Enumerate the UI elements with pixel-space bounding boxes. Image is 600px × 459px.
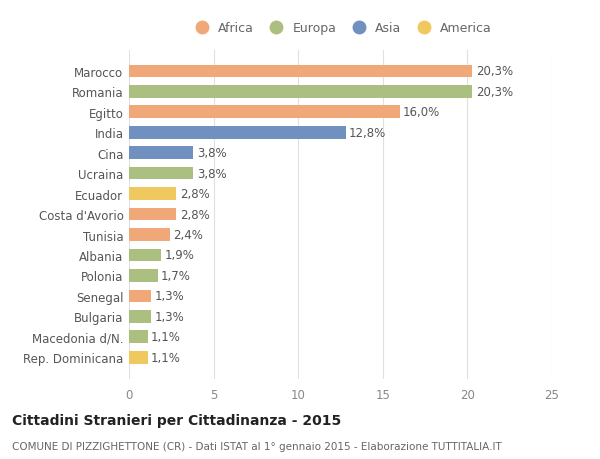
Text: 3,8%: 3,8% <box>197 167 226 180</box>
Bar <box>129 310 151 323</box>
Text: 12,8%: 12,8% <box>349 127 386 140</box>
Text: 20,3%: 20,3% <box>476 86 513 99</box>
Text: 3,8%: 3,8% <box>197 147 226 160</box>
Bar <box>129 86 472 99</box>
Bar <box>129 127 346 139</box>
Text: Cittadini Stranieri per Cittadinanza - 2015: Cittadini Stranieri per Cittadinanza - 2… <box>12 413 341 427</box>
Text: COMUNE DI PIZZIGHETTONE (CR) - Dati ISTAT al 1° gennaio 2015 - Elaborazione TUTT: COMUNE DI PIZZIGHETTONE (CR) - Dati ISTA… <box>12 441 502 451</box>
Bar <box>129 106 400 119</box>
Text: 1,9%: 1,9% <box>164 249 194 262</box>
Bar <box>129 249 161 262</box>
Text: 1,1%: 1,1% <box>151 330 181 343</box>
Text: 20,3%: 20,3% <box>476 65 513 78</box>
Legend: Africa, Europa, Asia, America: Africa, Europa, Asia, America <box>184 17 497 40</box>
Text: 1,1%: 1,1% <box>151 351 181 364</box>
Bar <box>129 147 193 160</box>
Bar <box>129 290 151 302</box>
Bar <box>129 168 193 180</box>
Bar <box>129 269 158 282</box>
Text: 2,4%: 2,4% <box>173 229 203 241</box>
Text: 16,0%: 16,0% <box>403 106 440 119</box>
Bar <box>129 188 176 201</box>
Bar <box>129 330 148 343</box>
Text: 2,8%: 2,8% <box>180 208 209 221</box>
Bar <box>129 229 170 241</box>
Bar <box>129 65 472 78</box>
Text: 2,8%: 2,8% <box>180 188 209 201</box>
Text: 1,3%: 1,3% <box>154 310 184 323</box>
Text: 1,3%: 1,3% <box>154 290 184 302</box>
Text: 1,7%: 1,7% <box>161 269 191 282</box>
Bar <box>129 208 176 221</box>
Bar <box>129 351 148 364</box>
